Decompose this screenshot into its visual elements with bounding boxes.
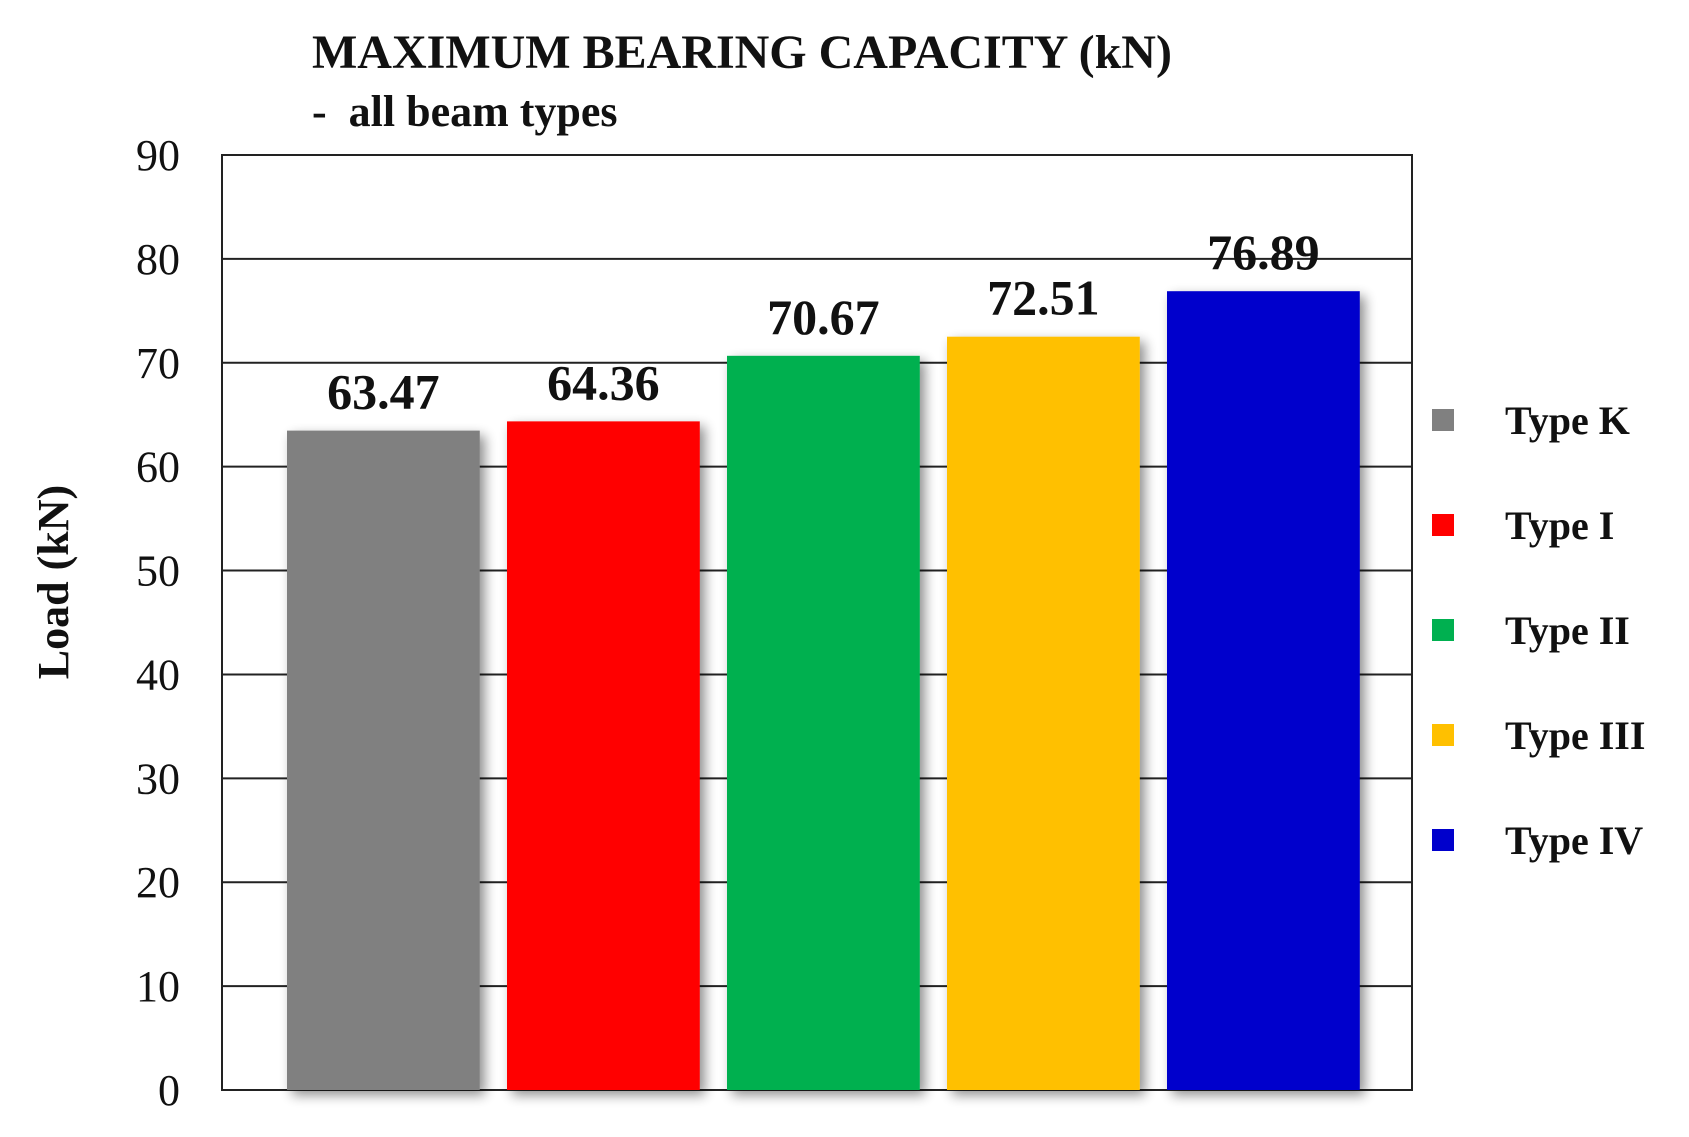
y-tick-label: 50 [136, 547, 180, 596]
legend-label: Type K [1505, 398, 1630, 443]
chart-title: MAXIMUM BEARING CAPACITY (kN) [312, 26, 1172, 79]
y-tick-label: 70 [136, 339, 180, 388]
legend-label: Type IV [1505, 818, 1643, 863]
y-tick-label: 60 [136, 443, 180, 492]
data-label: 64.36 [547, 354, 660, 410]
chart-subtitle: - all beam types [312, 87, 618, 136]
legend-swatch [1432, 724, 1454, 746]
y-tick-label: 0 [158, 1066, 180, 1115]
legend-swatch [1432, 829, 1454, 851]
y-tick-label: 80 [136, 235, 180, 284]
legend: Type K Type I Type II Type III Type IV [1432, 398, 1645, 863]
bars [287, 291, 1360, 1091]
y-tick-label: 30 [136, 754, 180, 803]
legend-swatch [1432, 619, 1454, 641]
y-axis-ticks: 0 10 20 30 40 50 60 70 80 90 [136, 131, 180, 1115]
y-tick-label: 20 [136, 858, 180, 907]
legend-swatch [1432, 514, 1454, 536]
y-tick-label: 10 [136, 962, 180, 1011]
data-label: 70.67 [767, 289, 880, 345]
bar-type-k [287, 430, 480, 1091]
y-axis-label: Load (kN) [29, 485, 78, 679]
y-tick-label: 40 [136, 650, 180, 699]
data-label: 63.47 [327, 364, 440, 420]
legend-label: Type II [1505, 608, 1630, 653]
bar-type-iv [1167, 291, 1360, 1090]
bar-type-i [507, 421, 700, 1091]
legend-label: Type I [1505, 503, 1614, 548]
data-label: 72.51 [987, 270, 1100, 326]
data-label: 76.89 [1207, 224, 1320, 280]
data-labels: 63.47 64.36 70.67 72.51 76.89 [327, 224, 1320, 419]
legend-label: Type III [1505, 713, 1645, 758]
bar-type-ii [727, 355, 920, 1090]
bar-type-iii [947, 336, 1140, 1090]
y-tick-label: 90 [136, 131, 180, 180]
legend-swatch [1432, 409, 1454, 431]
